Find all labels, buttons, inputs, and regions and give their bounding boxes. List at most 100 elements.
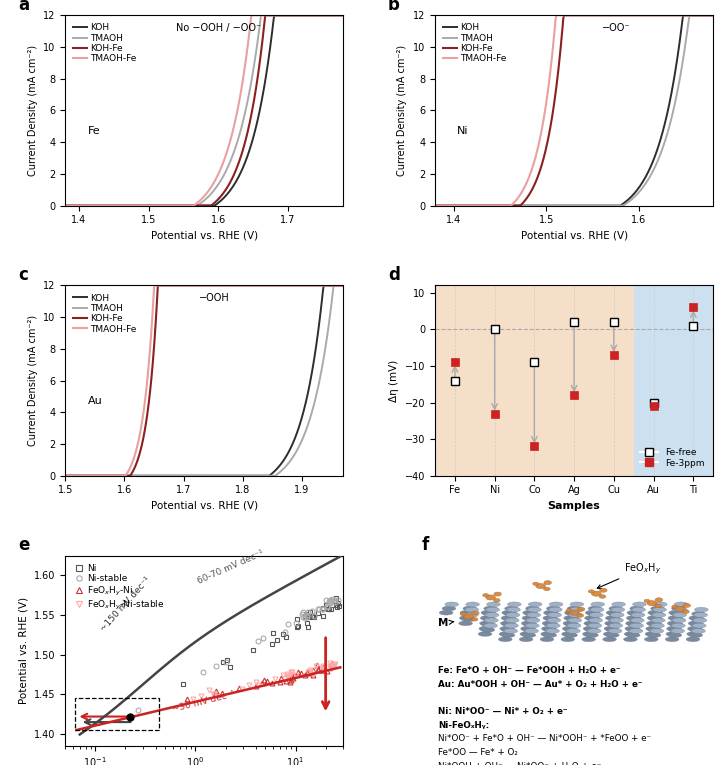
Ellipse shape	[564, 616, 578, 620]
Ni-stable	[326, 596, 334, 605]
Ellipse shape	[522, 616, 536, 620]
Ellipse shape	[669, 627, 683, 632]
Ni-stable	[301, 613, 310, 622]
FeO$_x$H$_y$-Ni	[304, 669, 313, 678]
Ellipse shape	[525, 611, 539, 617]
Ellipse shape	[646, 627, 660, 631]
Ellipse shape	[668, 616, 682, 620]
Ellipse shape	[623, 637, 637, 642]
Ni-stable	[303, 610, 311, 619]
Ni-stable	[325, 598, 334, 607]
Ni	[332, 600, 340, 609]
Text: No −OOH / −OO⁻: No −OOH / −OO⁻	[177, 23, 261, 33]
FeO$_x$H$_y$-Ni	[308, 671, 317, 680]
Ellipse shape	[626, 621, 639, 626]
Ellipse shape	[501, 616, 515, 620]
Ni	[319, 611, 328, 620]
Ellipse shape	[688, 627, 702, 631]
Ellipse shape	[670, 617, 684, 621]
Ni	[282, 633, 291, 642]
Ellipse shape	[543, 616, 557, 620]
Ellipse shape	[460, 610, 474, 615]
Ellipse shape	[541, 632, 555, 636]
Ellipse shape	[567, 623, 581, 628]
FeO$_x$H$_y$-Ni-stable	[319, 661, 327, 670]
FeO$_x$H$_y$-Ni-stable	[308, 670, 317, 679]
Ni-stable	[284, 620, 292, 629]
Ellipse shape	[480, 616, 494, 620]
Ellipse shape	[566, 609, 572, 612]
Ellipse shape	[654, 602, 668, 607]
FeO$_x$H$_y$-Ni-stable	[210, 689, 219, 698]
Ellipse shape	[547, 623, 560, 628]
Ellipse shape	[625, 627, 639, 631]
Ellipse shape	[584, 627, 597, 631]
Ni	[332, 594, 340, 603]
Text: Ni-FeOₓHᵧ:: Ni-FeOₓHᵧ:	[438, 721, 489, 730]
FeO$_x$H$_y$-Ni-stable	[326, 662, 334, 671]
Ellipse shape	[647, 616, 661, 620]
FeO$_x$H$_y$-Ni-stable	[245, 680, 253, 689]
Ellipse shape	[523, 622, 537, 627]
Ellipse shape	[671, 629, 685, 633]
Ni-stable	[212, 661, 221, 670]
Ellipse shape	[647, 633, 661, 637]
Ni	[269, 629, 278, 638]
Ellipse shape	[465, 607, 479, 612]
Ellipse shape	[523, 610, 536, 615]
Ellipse shape	[628, 622, 641, 627]
Ellipse shape	[463, 606, 476, 611]
Ellipse shape	[647, 621, 660, 626]
Ellipse shape	[674, 602, 688, 607]
Ni-stable	[298, 609, 306, 618]
Ellipse shape	[675, 607, 685, 611]
FeO$_x$H$_y$-Ni	[309, 666, 318, 675]
Ellipse shape	[519, 637, 533, 642]
Bar	[634, 285, 713, 476]
Ellipse shape	[561, 637, 575, 642]
Y-axis label: Current Density (mA cm⁻²): Current Density (mA cm⁻²)	[28, 45, 38, 176]
Ellipse shape	[504, 629, 518, 633]
Ellipse shape	[499, 632, 513, 636]
Ni	[267, 640, 276, 649]
Ellipse shape	[608, 611, 622, 617]
Ellipse shape	[524, 617, 538, 621]
Ni-stable	[299, 607, 308, 617]
Ellipse shape	[494, 598, 500, 602]
Ellipse shape	[525, 629, 539, 633]
Ni	[303, 618, 312, 627]
Ni-stable	[304, 607, 313, 616]
Ellipse shape	[543, 633, 557, 637]
Ellipse shape	[498, 637, 512, 642]
Ellipse shape	[503, 617, 517, 621]
Ni-stable	[313, 604, 322, 614]
Ni-stable	[324, 602, 333, 611]
FeO$_x$H$_y$-Ni-stable	[326, 662, 334, 672]
Bar	[75, 698, 159, 730]
FeO$_x$H$_y$-Ni-stable	[284, 671, 292, 680]
Ni-stable	[325, 597, 334, 606]
X-axis label: Potential vs. RHE (V): Potential vs. RHE (V)	[151, 231, 258, 241]
Ellipse shape	[668, 633, 682, 637]
Ellipse shape	[652, 618, 665, 623]
Ni-stable	[319, 604, 327, 614]
Ellipse shape	[612, 602, 626, 607]
Ni	[305, 611, 313, 620]
Ni	[249, 645, 258, 654]
Y-axis label: Current Density (mA cm⁻²): Current Density (mA cm⁻²)	[28, 315, 38, 446]
Text: Ni: Ni	[458, 125, 468, 135]
Legend: Ni, Ni-stable, FeO$_x$H$_y$-Ni, FeO$_x$H$_y$-Ni-stable: Ni, Ni-stable, FeO$_x$H$_y$-Ni, FeO$_x$H…	[70, 560, 168, 616]
Ni-stable	[221, 657, 230, 666]
Text: FeO$_x$H$_y$: FeO$_x$H$_y$	[597, 562, 662, 588]
Ellipse shape	[533, 582, 539, 585]
Ni-stable	[318, 604, 327, 614]
Text: ~30 mV dec⁻¹: ~30 mV dec⁻¹	[171, 689, 235, 714]
Ellipse shape	[668, 621, 681, 626]
Ni	[279, 630, 287, 639]
Ellipse shape	[655, 597, 662, 602]
Ellipse shape	[650, 629, 664, 633]
Text: M: M	[438, 618, 454, 628]
Ellipse shape	[562, 632, 576, 636]
Ellipse shape	[564, 633, 578, 637]
Ellipse shape	[536, 584, 546, 588]
